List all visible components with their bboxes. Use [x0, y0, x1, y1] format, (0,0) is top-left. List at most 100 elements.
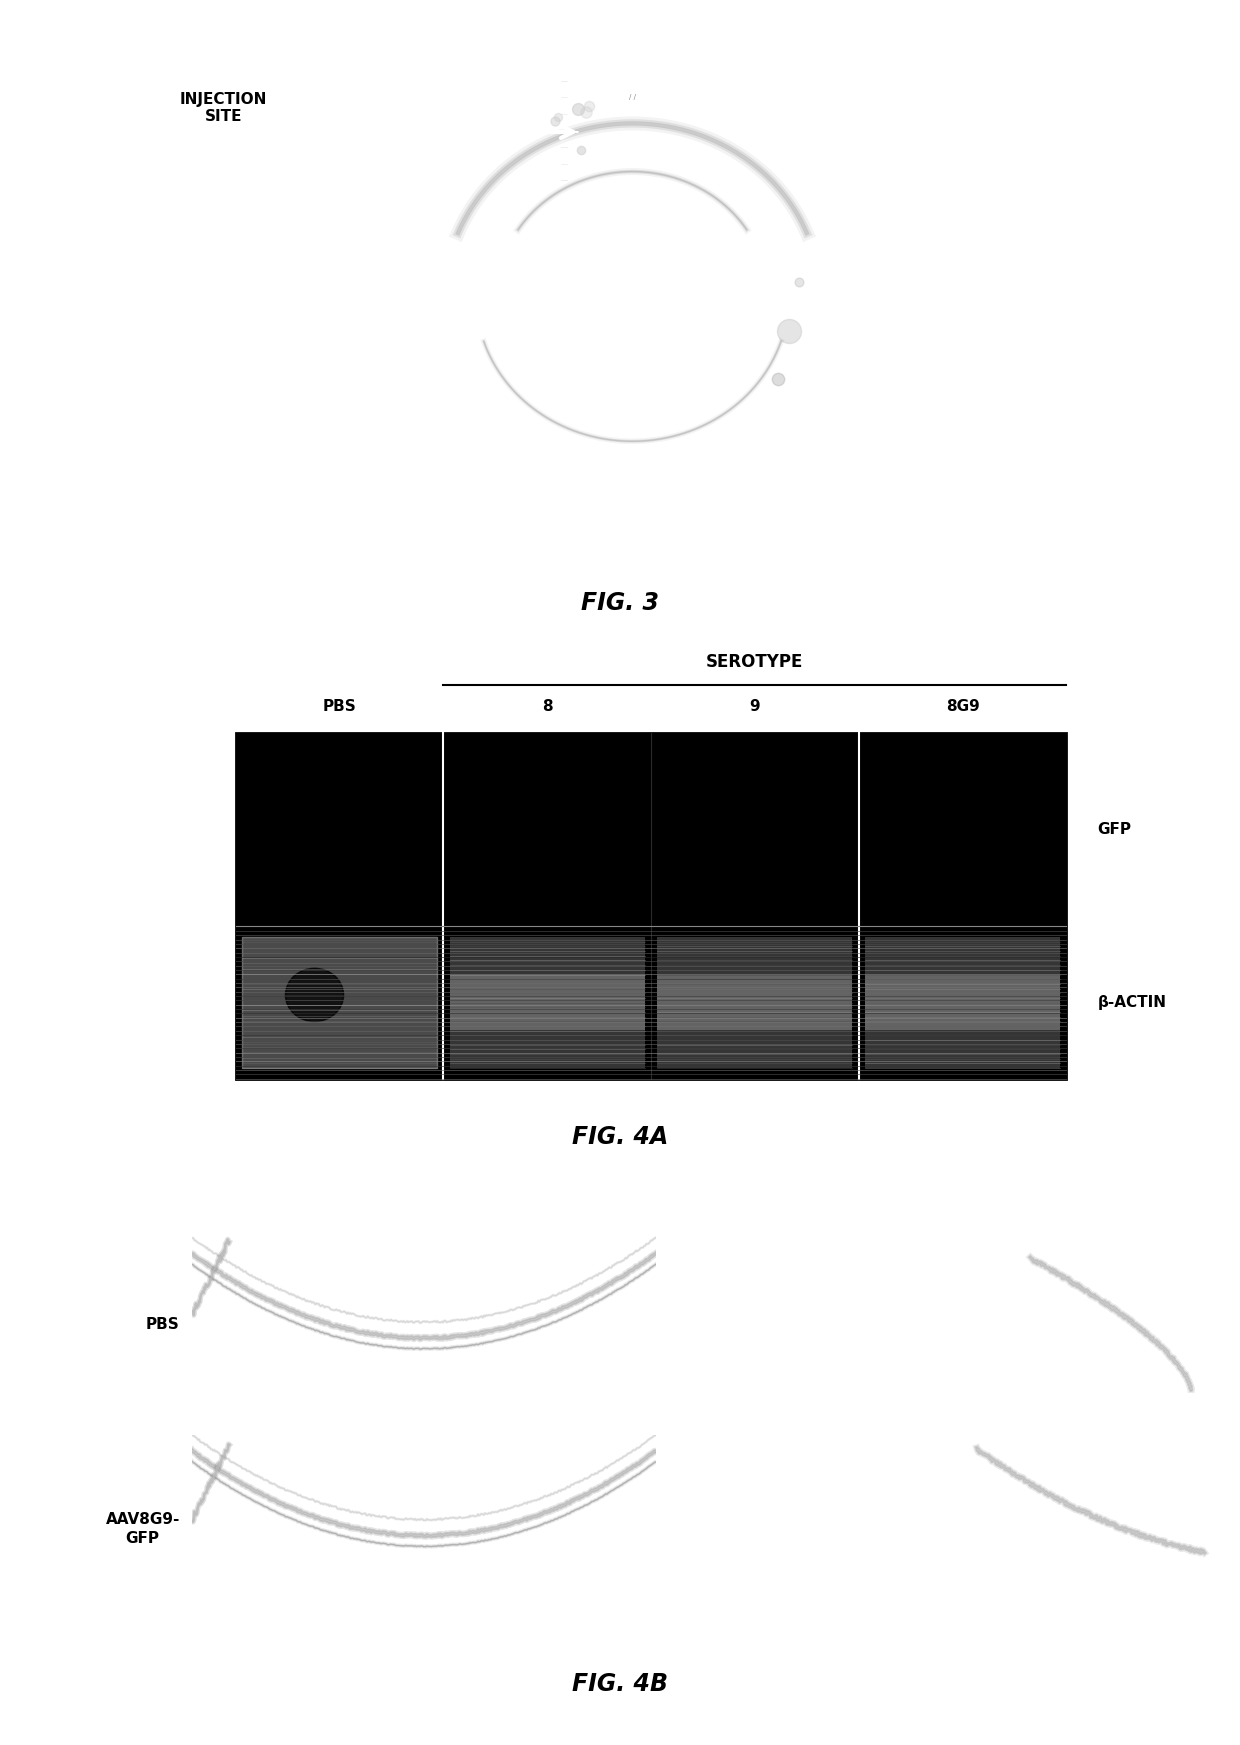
Point [334, 1244, 353, 1272]
Point [797, 1525, 817, 1553]
Point [804, 1223, 823, 1251]
Point [724, 1291, 744, 1319]
Point [914, 1555, 934, 1583]
Point [505, 499, 525, 527]
Point [636, 174, 656, 202]
Point [506, 1276, 526, 1304]
Point [868, 1577, 888, 1605]
Point [724, 194, 744, 222]
Point [579, 422, 599, 450]
Point [688, 1331, 708, 1359]
Text: 8: 8 [542, 698, 553, 714]
Point [759, 1370, 779, 1398]
Point [723, 1584, 743, 1612]
Point [533, 1290, 553, 1317]
Point [983, 1488, 1003, 1516]
Point [472, 366, 492, 394]
Point [779, 1225, 799, 1253]
Point [768, 1469, 787, 1497]
Point [563, 414, 583, 441]
Point [558, 213, 578, 241]
Point [718, 1321, 738, 1349]
Point [926, 1541, 946, 1569]
Point [751, 1492, 771, 1520]
Point [701, 380, 720, 408]
Point [370, 1482, 389, 1509]
Point [559, 1511, 579, 1539]
Point [769, 365, 789, 393]
Point [1085, 1290, 1105, 1317]
Point [578, 1281, 598, 1309]
Point [763, 1459, 782, 1487]
Text: PBS: PBS [146, 1316, 180, 1331]
Point [640, 377, 660, 405]
Text: AAV8G9-
GFP: AAV8G9- GFP [105, 1513, 180, 1546]
Point [761, 1310, 781, 1338]
Point [812, 1387, 832, 1415]
Point [857, 1476, 877, 1504]
Point [577, 98, 596, 126]
Point [827, 1525, 847, 1553]
Point [744, 462, 764, 490]
Point [1158, 1267, 1178, 1295]
Point [722, 1586, 742, 1614]
Point [916, 1256, 936, 1284]
Point [794, 1515, 813, 1543]
Point [234, 1494, 254, 1522]
Bar [864, 937, 1060, 1068]
Point [285, 1265, 305, 1293]
Text: β-ACTIN: β-ACTIN [1097, 995, 1167, 1010]
Point [512, 468, 532, 496]
Point [425, 508, 445, 536]
Point [923, 1445, 942, 1473]
Point [1148, 1377, 1168, 1405]
Point [688, 1558, 708, 1586]
Point [548, 103, 568, 131]
Point [487, 213, 507, 241]
Point [801, 1267, 821, 1295]
Point [831, 1305, 851, 1333]
Point [1094, 1297, 1114, 1324]
Point [553, 1305, 573, 1333]
Point [729, 1396, 749, 1424]
Point [875, 1393, 895, 1420]
Point [1028, 1454, 1048, 1482]
Point [702, 1544, 722, 1572]
Point [879, 1518, 899, 1546]
Point [782, 1222, 802, 1249]
Point [678, 1356, 698, 1384]
Point [848, 1452, 868, 1480]
Point [531, 318, 551, 346]
Point [887, 1501, 906, 1529]
Point [312, 1511, 332, 1539]
Point [885, 1560, 905, 1588]
Point [794, 311, 813, 339]
Point [733, 1598, 753, 1626]
Point [723, 1337, 743, 1365]
Point [765, 1564, 785, 1591]
Point [775, 1338, 795, 1366]
Point [882, 1537, 901, 1565]
Point [439, 414, 459, 441]
Bar [449, 937, 645, 1068]
Point [321, 1279, 341, 1307]
Point [830, 1464, 849, 1492]
Point [807, 1337, 827, 1365]
Text: PBS: PBS [322, 698, 356, 714]
Point [458, 1255, 477, 1283]
Point [1167, 1485, 1187, 1513]
Point [694, 1427, 714, 1455]
Point [381, 1515, 401, 1543]
Point [713, 1281, 733, 1309]
Point [780, 1469, 800, 1497]
Point [770, 1344, 790, 1372]
Point [585, 246, 605, 274]
Point [717, 1574, 737, 1602]
Point [837, 1473, 857, 1501]
Point [694, 1518, 714, 1546]
Point [786, 87, 806, 115]
Point [983, 1478, 1003, 1506]
Point [1034, 1269, 1054, 1297]
Point [820, 1443, 839, 1471]
Point [1112, 1321, 1132, 1349]
